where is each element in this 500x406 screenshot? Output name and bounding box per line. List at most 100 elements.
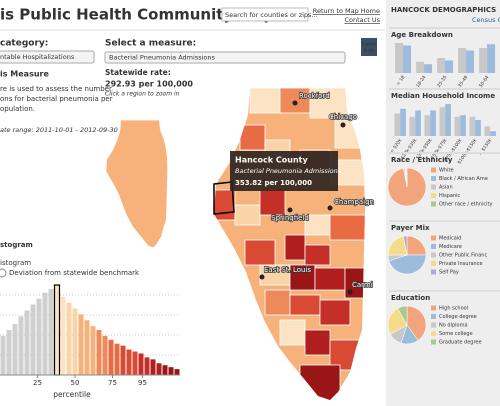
section-title: Race / Ethnicity [391,156,453,164]
category-select-text: ntable Hospitalizations [0,53,75,61]
legend-label: Asian [439,185,453,191]
home-link[interactable]: Return to Map Home [313,7,380,15]
histogram-bar [18,316,24,375]
histogram-bar [162,365,168,375]
histogram-bar [90,326,96,375]
bar [400,108,406,136]
category-label: category: [0,39,48,49]
bar [469,116,476,136]
bar [415,110,421,136]
bar [424,64,433,73]
histogram-bar [72,308,78,375]
inset-map[interactable] [105,119,169,249]
bar [454,116,461,136]
description-line: re is used to assess the number [0,85,112,93]
section-card [389,27,500,29]
legend-label: Hispanic [439,193,461,199]
section-card [389,220,500,222]
legend-label: Graduate degree [439,340,482,346]
histogram-bar [6,330,12,375]
section-card [389,88,500,90]
contact-link[interactable]: Contact Us [345,16,381,24]
pie-slice [406,167,408,188]
bar [490,131,496,136]
legend-swatch [431,305,436,311]
legend-swatch [431,252,436,258]
category-select[interactable] [0,50,95,64]
county-map[interactable] [210,88,365,405]
legend-swatch [431,261,436,266]
histogram-bar [53,284,61,376]
tooltip-county: Hancock County [235,156,308,165]
description-line: ons for bacterial pneumonia per [0,95,113,103]
city-label: Champaign [334,198,374,206]
histogram-bar [60,296,66,375]
section-card [389,152,500,154]
legend-label: Private Insurance [439,261,483,267]
histogram-bar [84,320,90,375]
legend-swatch [431,193,436,198]
pie-slice [403,235,408,256]
tooltip-measure: Bacterial Pneumonia Admissions [235,167,342,175]
histogram-bar [96,330,102,375]
histogram-bar [0,335,6,375]
measure-select-text: Bacterial Pneumonia Admissions [109,54,215,62]
section-title: Age Breakdown [391,31,453,39]
city-label: Carmi [352,281,373,289]
histogram-bar [150,359,156,375]
city-dot [287,207,293,213]
histogram-bar [30,304,36,375]
statewide-label: Statewide rate: [105,68,171,77]
histogram-legend: Deviation from statewide benchmark [9,269,140,277]
bar [458,48,467,73]
pie-slice [388,254,427,275]
measure-heading: is Measure [0,70,49,79]
section-title: Median Household Income [391,92,495,100]
histogram-subtitle: istogram [0,259,31,267]
bar [394,113,401,136]
search-placeholder: Search for counties or zips... [225,11,318,19]
section-title: Payer Mix [391,224,430,232]
histogram-bar [24,310,30,375]
histogram-bar [114,343,120,375]
histogram-bar [108,339,114,375]
pie-slice [397,305,408,326]
bar [466,50,475,73]
histogram-bar [48,288,54,375]
city-dot [327,205,333,211]
histogram-bar [168,367,174,375]
legend-label: Other race / ethnicity [439,202,492,208]
x-tick-label: 75 [108,379,117,387]
histogram-bar [120,345,126,375]
measure-select[interactable] [104,51,346,64]
search-box[interactable] [221,7,309,22]
legend-label: College degree [439,314,477,320]
bar [395,43,404,73]
legend-swatch [431,167,436,173]
x-tick-label: 50 [71,379,80,387]
legend-swatch [431,314,436,319]
legend-swatch [431,184,436,190]
histogram-bar [102,335,108,375]
tooltip [230,151,338,191]
histogram-bar [144,357,150,375]
selected-county[interactable] [213,181,235,215]
legend-swatch [431,269,436,275]
zoom-hint: Click a region to zoom in [105,91,180,98]
bar [439,107,446,136]
city-label: East St. Louis [264,266,311,274]
section-card [389,290,500,292]
page-title: is Public Health Community Map [0,6,274,24]
export-button[interactable] [361,38,377,56]
legend-label: High school [439,306,468,312]
histogram-x-label: percentile [53,390,91,399]
sidebar-title: HANCOCK DEMOGRAPHICS [391,6,496,14]
bar [445,60,454,73]
legend-marker[interactable] [0,268,7,278]
section-title: Education [391,294,430,302]
legend-label: White [439,168,454,174]
legend-swatch [431,331,436,336]
legend-label: No diploma [439,323,468,329]
legend-label: Black / African Ame [439,176,488,182]
